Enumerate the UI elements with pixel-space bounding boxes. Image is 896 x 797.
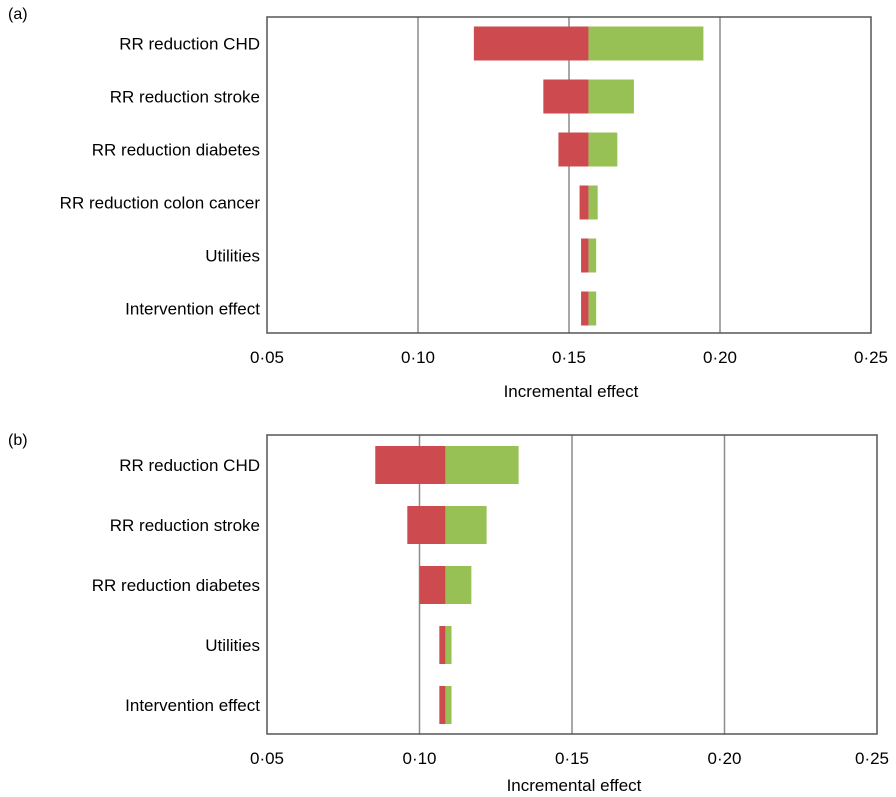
bar-high-a-3 — [588, 185, 598, 220]
bar-low-a-2 — [558, 132, 589, 167]
x-tick-label: 0·15 — [552, 348, 586, 367]
category-label: RR reduction colon cancer — [60, 194, 261, 213]
plot-frame — [266, 16, 872, 334]
bar-low-a-5 — [581, 291, 589, 326]
bar-high-b-0 — [445, 446, 519, 484]
category-label: RR reduction CHD — [119, 456, 260, 475]
x-tick-label: 0·05 — [250, 749, 284, 768]
tornado-chart-a: (a) RR reduction CHD RR reduction stroke R… — [8, 6, 888, 400]
panel-label-b: (b) — [8, 432, 28, 449]
x-tick-label: 0·20 — [703, 348, 737, 367]
category-label: Intervention effect — [125, 300, 260, 319]
bar-high-b-4 — [445, 686, 452, 724]
bar-low-b-4 — [439, 686, 446, 724]
bar-low-a-4 — [581, 238, 589, 273]
panel-label-a: (a) — [8, 6, 28, 23]
x-tick-label: 0·15 — [555, 749, 589, 768]
chart-a-svg: RR reduction CHD RR reduction stroke RR re… — [60, 16, 888, 400]
bar-high-b-1 — [445, 506, 487, 544]
bar-low-a-0 — [473, 26, 589, 61]
category-label: Utilities — [205, 636, 260, 655]
x-tick-label: 0·10 — [401, 348, 435, 367]
bar-low-a-1 — [543, 79, 589, 114]
bar-low-a-3 — [579, 185, 589, 220]
x-tick-label: 0·25 — [854, 348, 888, 367]
category-label: RR reduction diabetes — [92, 576, 260, 595]
bar-high-a-2 — [588, 132, 618, 167]
category-label: RR reduction stroke — [110, 516, 260, 535]
bar-high-a-4 — [588, 238, 597, 273]
bar-high-b-2 — [445, 566, 472, 604]
x-tick-label: 0·25 — [855, 749, 889, 768]
tornado-chart-b: (b) RR reduction CHD RR reduction stroke R… — [0, 400, 896, 797]
bar-high-a-1 — [588, 79, 634, 114]
chart-b-svg: RR reduction CHD RR reduction stroke RR re… — [92, 434, 889, 795]
category-label: RR reduction stroke — [110, 88, 260, 107]
x-axis-label: Incremental effect — [504, 382, 639, 400]
category-label: Utilities — [205, 247, 260, 266]
bar-low-b-2 — [419, 566, 446, 604]
bar-high-a-0 — [588, 26, 704, 61]
x-tick-label: 0·10 — [402, 749, 436, 768]
x-tick-label: 0·05 — [250, 348, 284, 367]
category-label: RR reduction CHD — [119, 35, 260, 54]
x-tick-label: 0·20 — [707, 749, 741, 768]
x-axis-label: Incremental effect — [507, 776, 642, 795]
plot-frame — [266, 434, 878, 735]
bar-low-b-3 — [439, 626, 446, 664]
bar-high-a-5 — [588, 291, 597, 326]
bar-high-b-3 — [445, 626, 452, 664]
bar-low-b-0 — [375, 446, 446, 484]
category-label: RR reduction diabetes — [92, 141, 260, 160]
category-label: Intervention effect — [125, 696, 260, 715]
bar-low-b-1 — [407, 506, 446, 544]
